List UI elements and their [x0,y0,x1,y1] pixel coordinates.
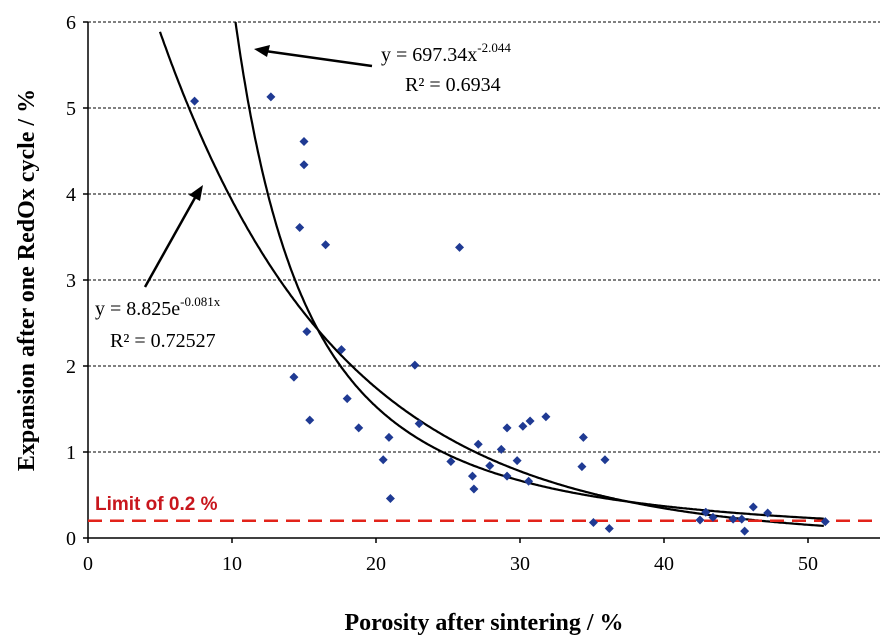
data-point-42 [748,502,758,512]
data-point-11 [342,394,352,404]
gridlines [88,21,880,453]
data-point-39 [728,514,738,524]
x-axis-title: Porosity after sintering / % [344,610,623,635]
exp-fit-equation-base: y = 8.825e [95,298,180,320]
y-tick-label-3: 3 [66,270,76,292]
data-point-1 [266,92,276,102]
data-point-23 [496,444,506,454]
data-point-27 [518,421,528,431]
data-point-16 [378,455,388,465]
data-point-20 [469,484,479,494]
data-point-22 [485,461,495,471]
data-point-25 [502,471,512,481]
data-point-30 [541,412,551,422]
exp-fit-arrowhead [189,185,203,201]
data-point-38 [708,512,718,522]
power-fit-curve [234,22,824,520]
x-tick-label-50: 50 [798,553,818,575]
y-tick-label-6: 6 [66,12,76,34]
data-point-3 [299,160,309,170]
y-tick-label-2: 2 [66,356,76,378]
data-points [190,92,830,536]
y-axis-title: Expansion after one RedOx cycle / % [14,89,40,471]
data-point-36 [695,515,705,525]
y-tick-label-0: 0 [66,528,76,550]
data-point-32 [577,462,587,472]
annotation-arrows [143,45,373,288]
data-point-31 [578,432,588,442]
x-tick-label-0: 0 [83,553,93,575]
data-point-0 [190,96,200,106]
data-point-40 [737,514,747,524]
data-point-18 [446,456,456,466]
data-point-14 [384,432,394,442]
axes [83,21,880,543]
data-point-5 [321,240,331,250]
data-point-26 [512,456,522,466]
data-point-33 [600,455,610,465]
power-fit-equation-exponent: -2.044 [477,40,511,55]
x-tick-label-10: 10 [222,553,242,575]
data-point-6 [455,242,465,252]
data-point-44 [820,517,830,527]
y-tick-label-1: 1 [66,442,76,464]
data-point-2 [299,137,309,147]
data-point-29 [524,476,534,486]
data-point-12 [305,415,315,425]
data-point-34 [588,518,598,528]
data-point-41 [740,526,750,536]
data-point-19 [467,471,477,481]
x-tick-label-40: 40 [654,553,674,575]
data-point-7 [302,327,312,337]
power-fit-equation: y = 697.34x-2.044 [381,40,511,66]
data-point-35 [604,524,614,534]
data-point-43 [763,508,773,518]
x-tick-label-30: 30 [510,553,530,575]
limit-label: Limit of 0.2 % [95,494,218,515]
data-point-37 [701,507,711,517]
x-tick-label-20: 20 [366,553,386,575]
exp-fit-arrow [143,195,198,288]
power-fit-arrowhead [254,45,270,57]
data-point-8 [336,345,346,355]
data-point-24 [502,423,512,433]
y-tick-label-5: 5 [66,98,76,120]
exp-fit-r2: R² = 0.72527 [110,330,216,352]
exp-fit-equation-exponent: -0.081x [180,294,221,309]
power-fit-r2: R² = 0.6934 [405,74,501,96]
data-point-15 [414,419,424,429]
data-point-9 [410,360,420,370]
tick-labels: 0 1 2 3 4 5 6 0 10 20 30 40 50 [66,12,818,575]
data-point-28 [525,416,535,426]
power-fit-arrow [264,49,373,68]
data-point-13 [354,423,364,433]
data-point-10 [289,372,299,382]
data-point-4 [295,223,305,233]
data-point-17 [385,493,395,503]
power-fit-equation-base: y = 697.34x [381,44,477,66]
data-point-21 [473,439,483,449]
exp-fit-equation: y = 8.825e-0.081x [95,294,221,320]
y-tick-label-4: 4 [66,184,76,206]
